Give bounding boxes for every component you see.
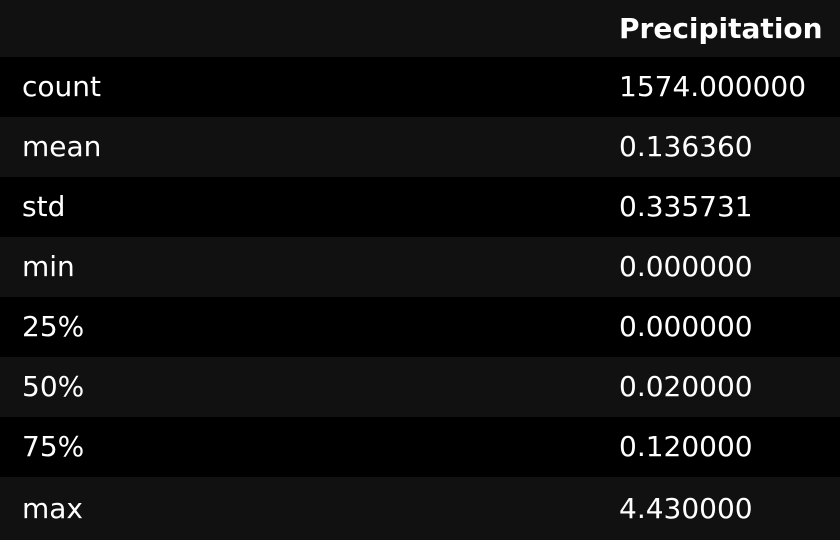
table-row: 50% 0.020000: [0, 357, 840, 417]
row-label-75: 75%: [22, 430, 85, 463]
row-value-25: 0.000000: [619, 310, 753, 343]
table-row: 75% 0.120000: [0, 417, 840, 477]
table-header-row: Precipitation: [0, 0, 840, 57]
row-label-std: std: [22, 190, 66, 223]
table-row: 25% 0.000000: [0, 297, 840, 357]
row-value-min: 0.000000: [619, 250, 753, 283]
row-label-50: 50%: [22, 370, 85, 403]
row-value-count: 1574.000000: [619, 70, 807, 103]
row-label-count: count: [22, 70, 101, 103]
precipitation-header-cell: Precipitation: [619, 11, 823, 45]
table-row: mean 0.136360: [0, 117, 840, 177]
row-label-min: min: [22, 250, 75, 283]
row-value-50: 0.020000: [619, 370, 753, 403]
row-label-25: 25%: [22, 310, 85, 343]
table-row: std 0.335731: [0, 177, 840, 237]
row-value-max: 4.430000: [619, 491, 753, 525]
table-row: min 0.000000: [0, 237, 840, 297]
table-row: max 4.430000: [0, 477, 840, 540]
row-value-std: 0.335731: [619, 190, 753, 223]
row-label-mean: mean: [22, 130, 102, 163]
table-row: count 1574.000000: [0, 57, 840, 117]
row-value-75: 0.120000: [619, 430, 753, 463]
row-label-max: max: [22, 491, 84, 525]
row-value-mean: 0.136360: [619, 130, 753, 163]
